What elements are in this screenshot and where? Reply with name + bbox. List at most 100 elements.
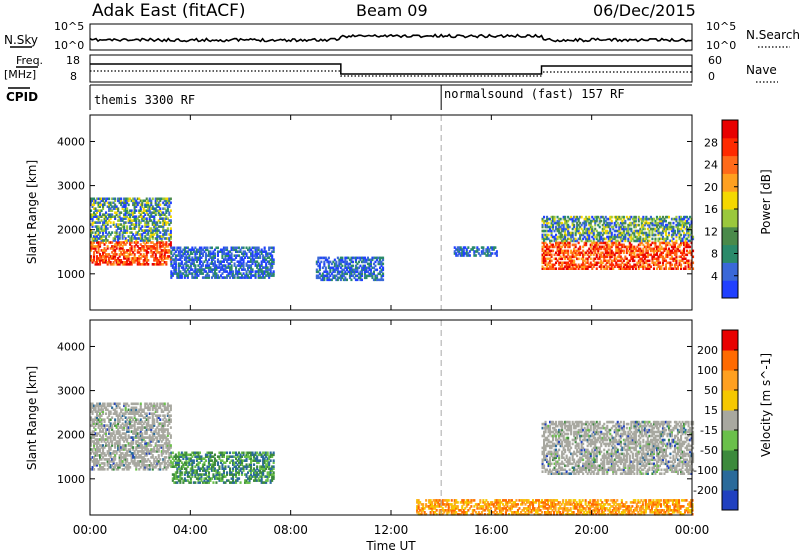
power-cell — [120, 198, 122, 201]
power-cell — [554, 216, 556, 219]
velocity-cell — [119, 430, 121, 433]
power-cell — [325, 267, 327, 270]
velocity-cell — [150, 444, 152, 447]
freq-label-2: [MHz] — [4, 68, 36, 81]
power-cell — [624, 220, 626, 223]
power-cell — [654, 238, 656, 241]
power-cell — [107, 227, 109, 230]
velocity-cell — [193, 459, 195, 462]
power-cell — [639, 236, 641, 239]
power-cell — [578, 258, 580, 261]
cpid-label: CPID — [6, 90, 38, 104]
power-cell — [234, 262, 236, 265]
velocity-cell — [152, 454, 154, 457]
power-cell — [126, 225, 128, 228]
power-cell — [579, 246, 581, 249]
power-cell — [137, 241, 139, 244]
power-region-4 — [454, 246, 498, 256]
velocity-cell — [194, 481, 196, 484]
power-cell — [588, 216, 590, 219]
velocity-cell — [116, 410, 118, 413]
power-colorbar-tick-label: 28 — [704, 136, 718, 149]
cpid-segment-2: normalsound (fast) 157 RF — [444, 87, 625, 101]
power-region-1 — [90, 198, 172, 266]
velocity-cell — [126, 458, 128, 461]
power-colorbar-swatch — [722, 262, 738, 280]
power-cell — [170, 241, 172, 244]
power-cell — [564, 216, 566, 219]
velocity-cell — [170, 444, 172, 447]
power-cell — [243, 247, 245, 250]
velocity-cell — [104, 403, 106, 406]
power-cell — [382, 273, 384, 276]
power-cell — [217, 247, 219, 250]
velocity-cell — [159, 418, 161, 421]
velocity-cell — [170, 426, 172, 429]
power-region-3 — [316, 257, 384, 282]
power-cell — [555, 267, 557, 270]
power-cell — [548, 234, 550, 237]
power-ytick-label: 3000 — [57, 180, 85, 193]
power-data-layer — [90, 198, 694, 282]
power-cell — [623, 250, 625, 253]
power-cell — [273, 247, 275, 250]
power-cell — [214, 252, 216, 255]
power-cell — [159, 207, 161, 210]
power-cell — [653, 267, 655, 270]
power-cell — [361, 279, 363, 282]
power-cell — [117, 207, 119, 210]
power-cell — [335, 261, 337, 264]
power-cell — [170, 219, 172, 222]
velocity-cell — [164, 403, 166, 406]
power-cell — [659, 262, 661, 265]
power-cell — [350, 279, 352, 282]
power-cell — [654, 234, 656, 237]
power-cell — [206, 247, 208, 250]
nave-tick-top: 60 — [708, 54, 722, 67]
power-cell — [551, 260, 553, 263]
power-cell — [680, 264, 682, 267]
power-colorbar-tick-label: 16 — [704, 203, 718, 216]
power-cell — [134, 253, 136, 256]
nave-tick-bottom: 0 — [708, 70, 715, 83]
velocity-cell — [159, 414, 161, 417]
power-cell — [630, 228, 632, 231]
power-colorbar-swatch — [722, 209, 738, 227]
freq-tick-top: 18 — [66, 54, 80, 67]
power-cell — [231, 252, 233, 255]
power-cell — [671, 264, 673, 267]
velocity-cell — [104, 468, 106, 471]
velocity-cell — [135, 407, 137, 410]
nsky-panel: N.Sky 10^5 10^0 10^5 10^0 N.Search — [4, 20, 800, 52]
velocity-cell — [113, 430, 115, 433]
power-cell — [491, 252, 493, 255]
power-cell — [107, 245, 109, 248]
power-cell — [689, 246, 691, 249]
velocity-region-7 — [170, 452, 274, 484]
power-cell — [473, 246, 475, 249]
velocity-cell — [125, 444, 127, 447]
power-colorbar-swatch — [722, 120, 738, 138]
velocity-cell — [95, 428, 97, 431]
power-cell — [341, 257, 343, 260]
power-cell — [668, 232, 670, 235]
power-cell — [548, 222, 550, 225]
power-cell — [273, 270, 275, 273]
power-cell — [675, 216, 677, 219]
power-cell — [611, 216, 613, 219]
power-cell — [165, 261, 167, 264]
power-cell — [111, 231, 113, 234]
power-cell — [170, 202, 172, 205]
nsky-trace — [90, 35, 692, 42]
power-colorbar-tick-label: 4 — [711, 270, 718, 283]
freq-frame — [90, 55, 692, 82]
power-cell — [552, 250, 554, 253]
radar-title: Adak East (fitACF) — [92, 1, 246, 21]
nsearch-label: N.Search — [746, 28, 800, 42]
power-cell — [573, 260, 575, 263]
power-cell — [494, 246, 496, 249]
power-colorbar-tick-label: 24 — [704, 159, 718, 172]
power-cell — [674, 230, 676, 233]
power-cell — [252, 268, 254, 271]
